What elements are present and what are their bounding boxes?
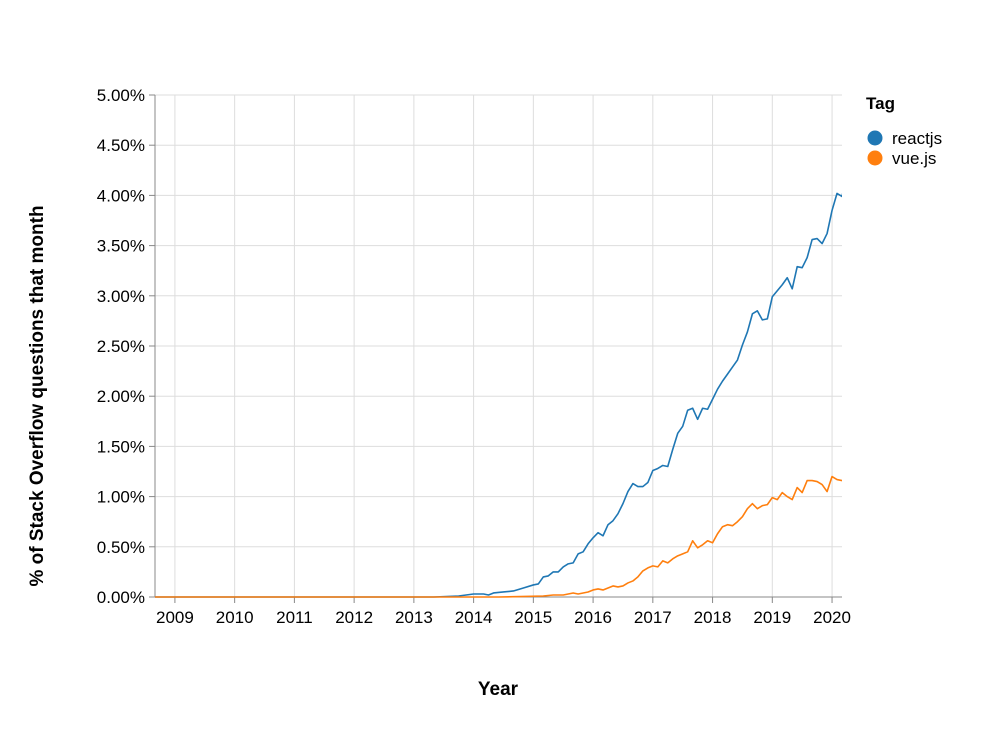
legend-label-vuejs: vue.js <box>892 149 936 168</box>
y-axis: 0.00% 0.50% 1.00% 1.50% 2.00% 2.50% 3.00% 3.50%… <box>97 86 156 607</box>
legend: Tag reactjs vue.js <box>866 94 942 168</box>
y-tick-label: 3.00% <box>97 287 145 306</box>
series-line-reactjs <box>155 192 842 598</box>
y-tick-label: 1.50% <box>97 437 145 456</box>
x-tick-label: 2013 <box>395 608 433 627</box>
legend-swatch-vuejs <box>867 150 883 166</box>
y-tick-label: 4.50% <box>97 136 145 155</box>
x-tick-label: 2016 <box>574 608 612 627</box>
y-tick-label: 2.00% <box>97 387 145 406</box>
legend-swatch-reactjs <box>867 130 883 146</box>
y-tick-label: 3.50% <box>97 237 145 256</box>
y-tick-label: 0.50% <box>97 538 145 557</box>
y-tick-label: 5.00% <box>97 86 145 105</box>
legend-title: Tag <box>866 94 895 113</box>
x-tick-label: 2009 <box>156 608 194 627</box>
series-lines <box>155 192 842 598</box>
y-tick-label: 0.00% <box>97 588 145 607</box>
x-axis: 2009 2010 2011 2012 2013 2014 2015 2016 2017 2018… <box>155 596 851 627</box>
x-tick-label: 2020 <box>813 608 851 627</box>
x-tick-label: 2017 <box>634 608 672 627</box>
x-axis-title: Year <box>478 679 519 700</box>
x-tick-label: 2014 <box>455 608 493 627</box>
grid <box>155 94 842 598</box>
x-tick-label: 2018 <box>694 608 732 627</box>
x-tick-label: 2012 <box>335 608 373 627</box>
legend-label-reactjs: reactjs <box>892 129 942 148</box>
x-tick-label: 2015 <box>514 608 552 627</box>
y-tick-label: 4.00% <box>97 186 145 205</box>
x-tick-label: 2010 <box>216 608 254 627</box>
y-tick-label: 2.50% <box>97 337 145 356</box>
series-line-vuejs <box>155 475 842 598</box>
x-tick-label: 2019 <box>753 608 791 627</box>
y-tick-label: 1.00% <box>97 488 145 507</box>
y-axis-title: % of Stack Overflow questions that month <box>27 205 48 586</box>
x-tick-label: 2011 <box>276 608 313 627</box>
